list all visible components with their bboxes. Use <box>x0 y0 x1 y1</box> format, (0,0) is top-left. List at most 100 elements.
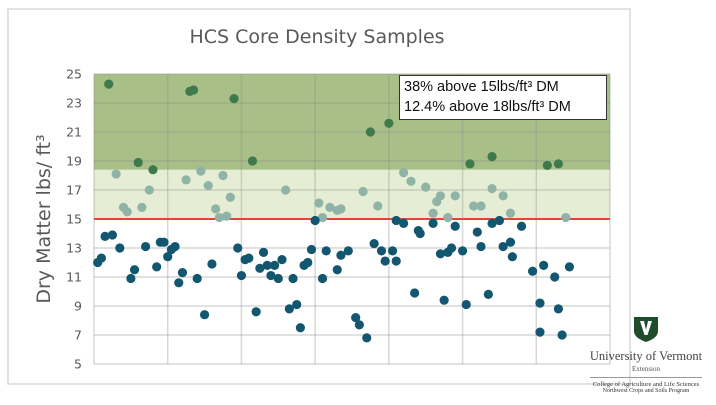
data-point <box>457 246 468 256</box>
data-point <box>207 259 217 269</box>
data-point <box>539 260 549 270</box>
data-point <box>96 253 106 263</box>
data-point <box>126 273 136 284</box>
y-tick-label: 17 <box>66 183 82 198</box>
data-point <box>292 299 302 310</box>
data-point <box>351 313 361 323</box>
data-point <box>435 191 446 201</box>
data-point <box>516 221 527 231</box>
data-point <box>376 246 387 256</box>
data-point <box>111 169 121 179</box>
y-axis-label: Dry Matter lbs/ ft³ <box>33 134 55 303</box>
data-point <box>498 191 508 201</box>
data-point <box>192 273 202 284</box>
data-point <box>494 215 505 226</box>
data-point <box>214 212 224 223</box>
data-point <box>399 218 409 228</box>
data-point <box>469 201 479 211</box>
data-point <box>369 239 379 249</box>
data-point <box>133 157 143 168</box>
data-point <box>505 208 516 218</box>
data-point <box>288 273 298 284</box>
data-point <box>317 212 328 223</box>
y-tick-label: 13 <box>66 241 82 256</box>
data-point <box>163 252 173 262</box>
data-point <box>325 202 335 212</box>
data-point <box>505 237 516 247</box>
data-point <box>439 295 449 305</box>
data-point <box>498 241 508 252</box>
data-point <box>415 228 425 239</box>
y-tick-label: 11 <box>66 270 82 285</box>
data-point <box>181 175 191 185</box>
data-point <box>387 246 398 256</box>
data-point <box>461 299 471 310</box>
data-point <box>391 215 401 226</box>
data-point <box>281 185 291 195</box>
data-point <box>476 241 486 252</box>
data-point <box>295 323 305 333</box>
data-point <box>446 243 457 253</box>
data-point <box>115 243 125 253</box>
annotation-line-2: 12.4% above 18lbs/ft³ DM <box>404 99 571 115</box>
data-point <box>251 307 261 317</box>
data-point <box>450 191 460 201</box>
data-point <box>557 330 567 340</box>
data-point <box>487 152 497 162</box>
data-point <box>255 263 265 273</box>
data-point <box>270 260 280 270</box>
data-point <box>421 182 431 192</box>
data-point <box>535 298 545 308</box>
band-0 <box>94 169 610 219</box>
data-point <box>343 246 353 256</box>
data-point <box>229 94 239 104</box>
chart-title: HCS Core Density Samples <box>189 26 444 48</box>
data-point <box>144 185 154 195</box>
data-point <box>303 257 313 268</box>
data-point <box>233 243 243 253</box>
data-point <box>550 272 560 282</box>
data-point <box>174 278 184 288</box>
data-point <box>107 230 118 240</box>
data-point <box>465 159 475 169</box>
y-tick-label: 21 <box>66 125 82 140</box>
logo-college: College of Agriculture and Life Sciences <box>592 381 700 388</box>
y-tick-label: 7 <box>74 328 82 343</box>
data-point <box>476 201 486 211</box>
data-point <box>472 227 482 237</box>
uvm-extension-logo: University of Vermont Extension College … <box>576 316 716 394</box>
data-point <box>553 304 564 314</box>
data-point <box>373 201 383 211</box>
data-point <box>122 207 132 217</box>
data-point <box>266 270 276 281</box>
shield-v-icon <box>634 317 658 342</box>
data-point <box>410 288 420 298</box>
data-point <box>321 246 331 256</box>
data-point <box>188 85 199 95</box>
data-point <box>561 212 571 223</box>
data-point <box>317 273 328 284</box>
data-point <box>336 250 346 260</box>
data-point <box>528 266 538 276</box>
data-point <box>262 260 272 270</box>
data-point <box>104 79 114 89</box>
y-tick-label: 23 <box>66 96 82 111</box>
data-point <box>141 241 151 252</box>
data-point <box>365 127 376 137</box>
data-point <box>236 270 247 281</box>
data-point <box>159 237 169 247</box>
data-point <box>483 289 493 299</box>
y-tick-label: 5 <box>74 357 82 372</box>
data-point <box>310 215 320 226</box>
data-point <box>354 320 364 330</box>
data-point <box>507 252 517 262</box>
data-point <box>277 255 287 265</box>
data-point <box>258 247 269 257</box>
data-point <box>487 218 497 228</box>
data-point <box>273 273 283 284</box>
logo-divider <box>590 377 702 378</box>
y-tick-label: 15 <box>66 212 82 227</box>
data-point <box>362 333 372 343</box>
data-point <box>247 156 258 166</box>
data-point <box>148 165 158 175</box>
